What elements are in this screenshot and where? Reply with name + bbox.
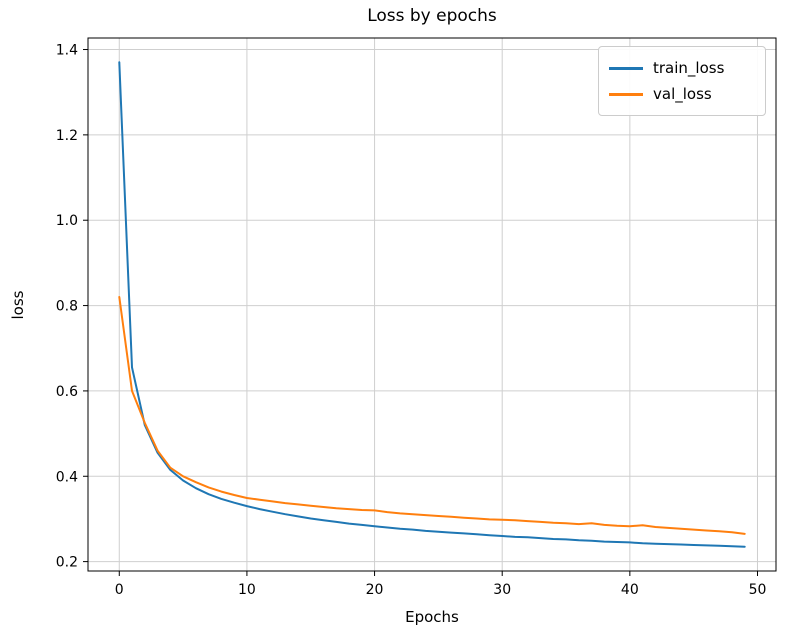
y-tick-label: 0.2 xyxy=(56,555,78,571)
chart-title: Loss by epochs xyxy=(367,6,497,26)
val_loss-line xyxy=(118,296,746,535)
legend: train_loss val_loss xyxy=(598,46,766,116)
val-loss-line-sample xyxy=(609,92,643,96)
train_loss-line xyxy=(118,61,746,548)
y-tick-label: 1.4 xyxy=(56,43,78,59)
y-tick-label: 0.8 xyxy=(56,299,78,315)
x-tick-label: 10 xyxy=(238,582,256,598)
plot-frame xyxy=(87,37,777,572)
x-tick-label: 40 xyxy=(621,582,639,598)
x-axis-label: Epochs xyxy=(405,608,459,626)
legend-item-val-loss: val_loss xyxy=(609,81,755,107)
x-tick-label: 50 xyxy=(749,582,767,598)
y-tick-label: 0.4 xyxy=(56,469,78,485)
legend-label-train-loss: train_loss xyxy=(653,59,725,77)
x-tick-label: 30 xyxy=(493,582,511,598)
y-tick-label: 1.0 xyxy=(56,213,78,229)
y-tick-label: 1.2 xyxy=(56,128,78,144)
train-loss-line-sample xyxy=(609,66,643,70)
y-axis-label: loss xyxy=(9,290,27,320)
legend-item-train-loss: train_loss xyxy=(609,55,755,81)
x-tick-label: 0 xyxy=(115,582,124,598)
legend-label-val-loss: val_loss xyxy=(653,85,712,103)
y-tick-label: 0.6 xyxy=(56,384,78,400)
x-tick-label: 20 xyxy=(366,582,384,598)
